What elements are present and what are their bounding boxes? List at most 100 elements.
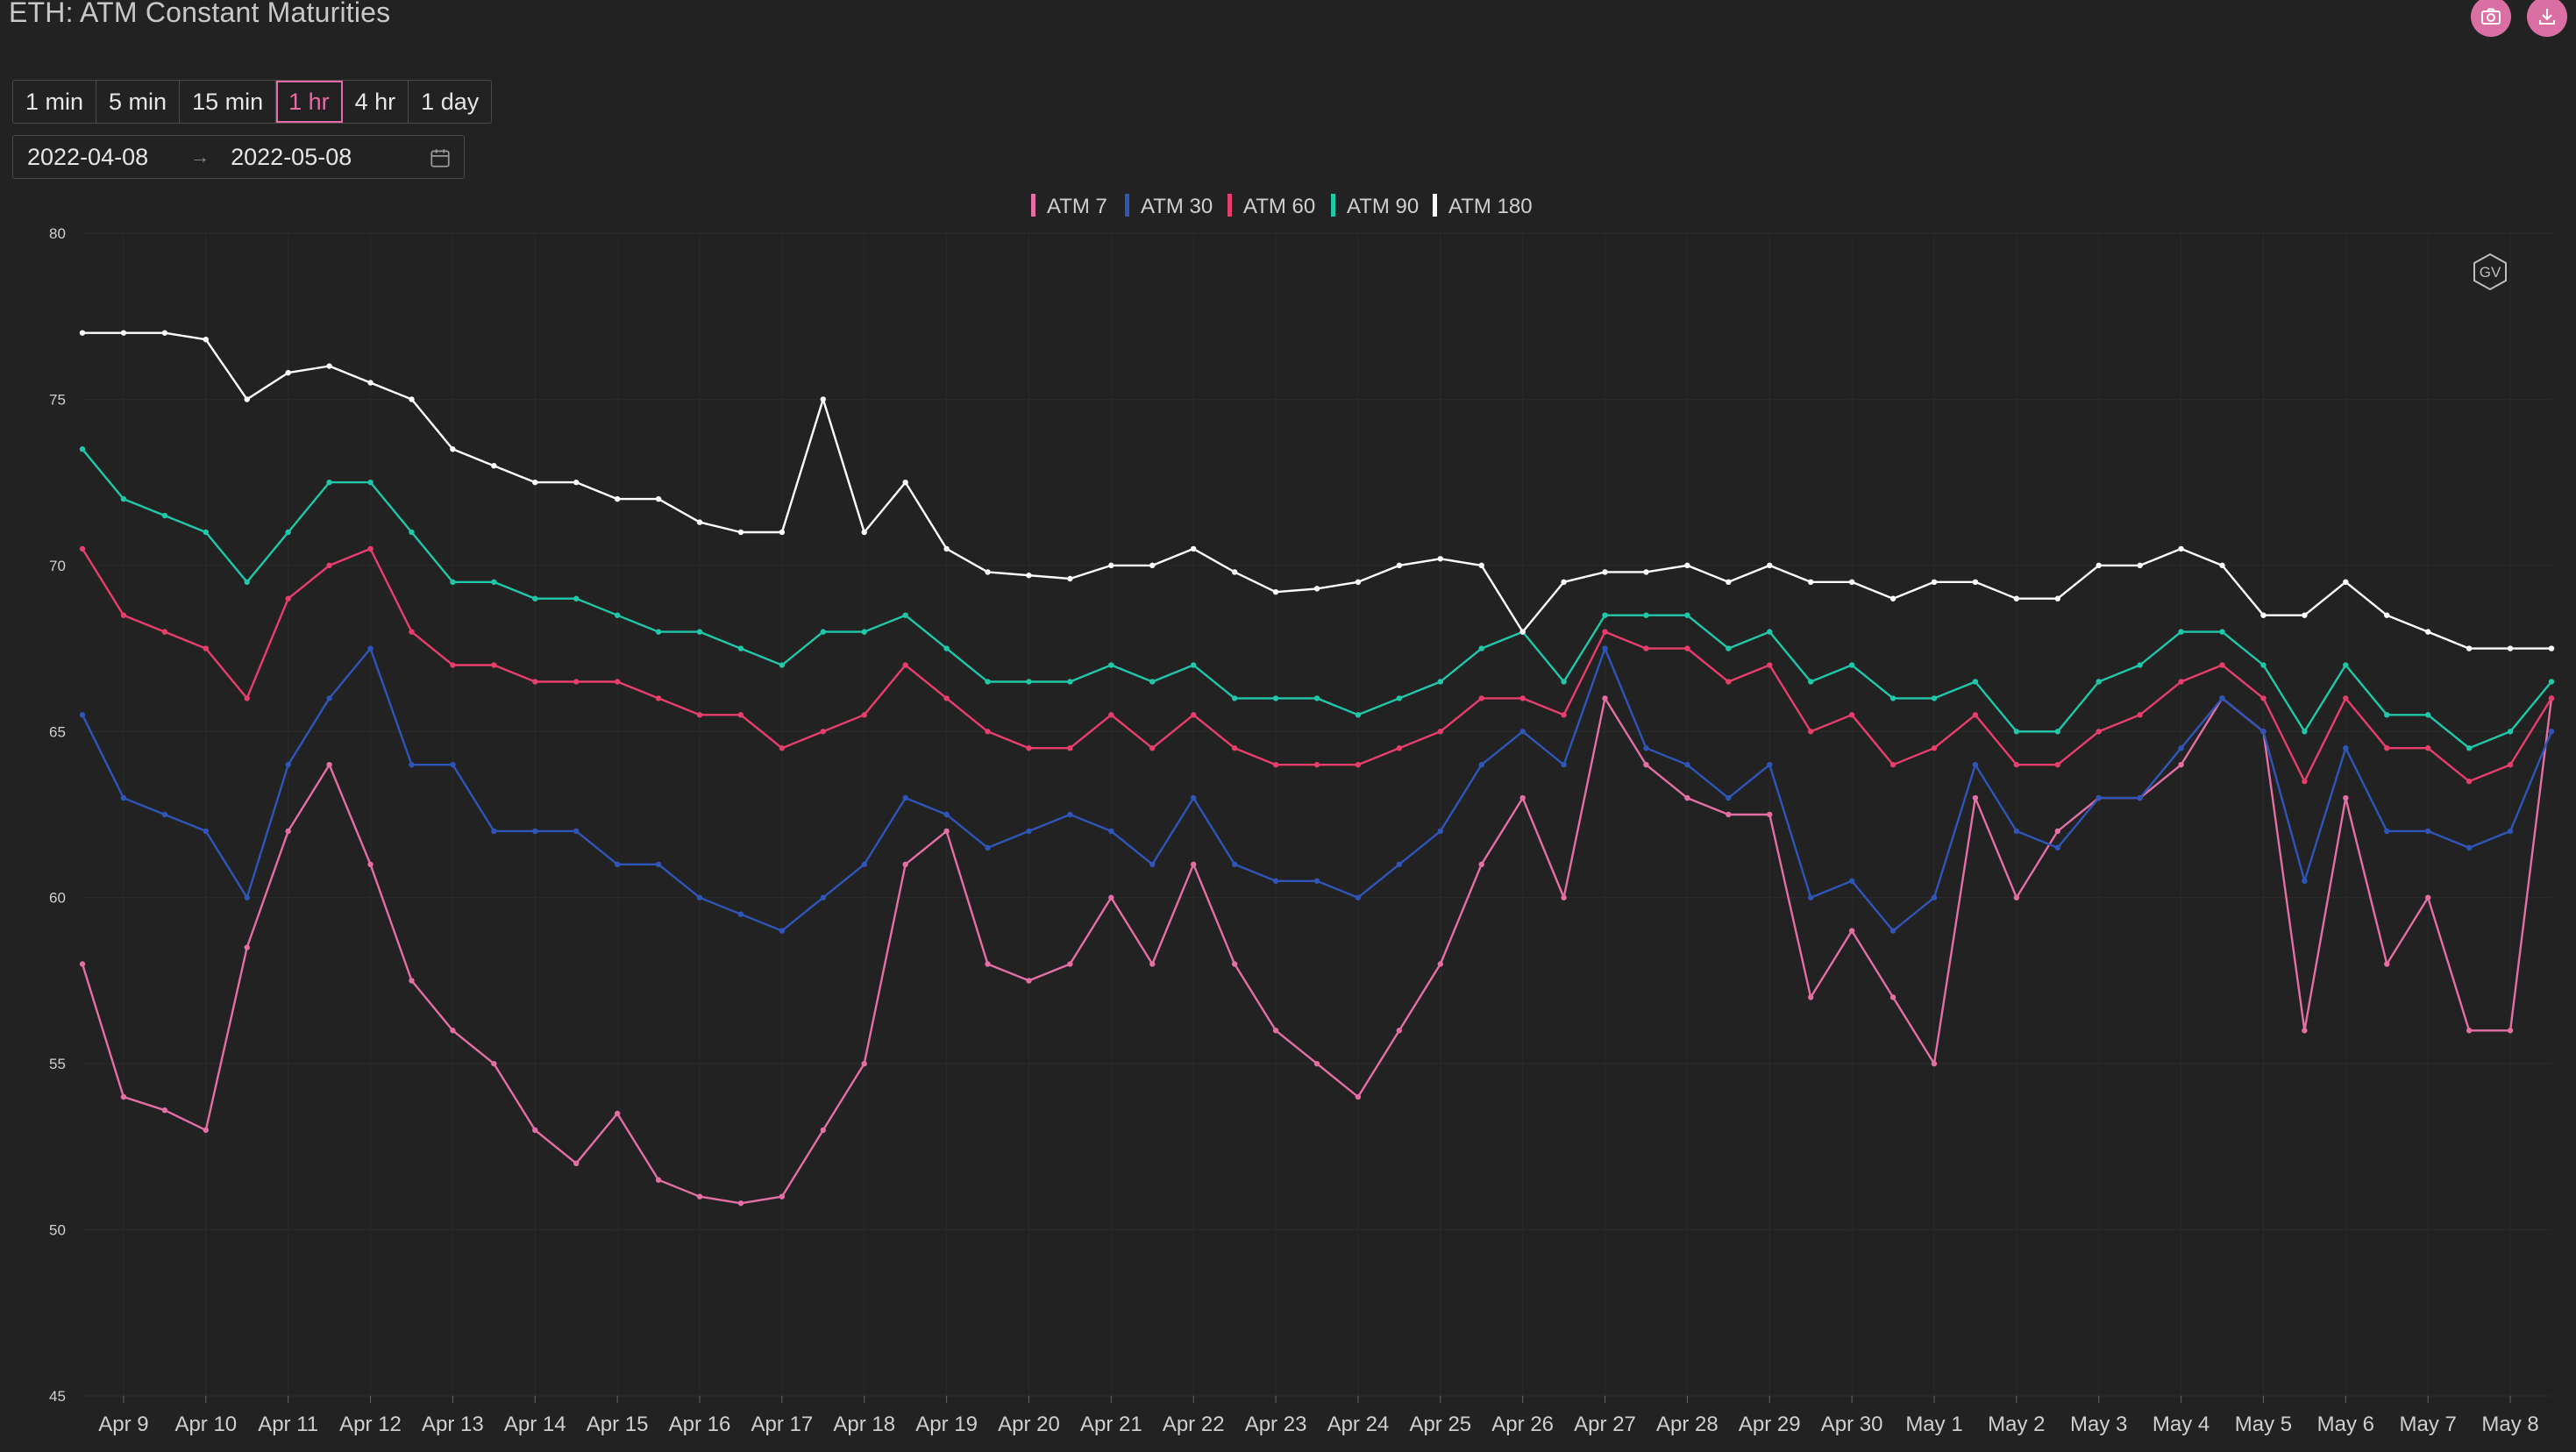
data-point[interactable] (450, 1028, 456, 1034)
data-point[interactable] (2219, 562, 2225, 569)
data-point[interactable] (2466, 778, 2473, 785)
data-point[interactable] (1808, 894, 1814, 900)
data-point[interactable] (2302, 878, 2308, 884)
data-point[interactable] (1726, 579, 1732, 585)
data-point[interactable] (2507, 1028, 2514, 1034)
data-point[interactable] (491, 463, 497, 469)
data-point[interactable] (2013, 729, 2020, 735)
end-date[interactable]: 2022-05-08 (231, 143, 352, 170)
data-point[interactable] (2260, 662, 2266, 668)
interval-option[interactable]: 1 day (421, 88, 480, 115)
data-point[interactable] (2507, 729, 2514, 735)
data-point[interactable] (2054, 844, 2060, 851)
data-point[interactable] (2096, 729, 2102, 735)
data-point[interactable] (1931, 1060, 1938, 1067)
data-point[interactable] (2384, 961, 2390, 967)
data-point[interactable] (1149, 562, 1156, 569)
interval-option[interactable]: 1 hr (276, 81, 343, 123)
data-point[interactable] (2466, 645, 2473, 651)
data-point[interactable] (1519, 729, 1526, 735)
screenshot-button[interactable] (2471, 0, 2511, 37)
data-point[interactable] (2466, 745, 2473, 751)
data-point[interactable] (1149, 961, 1156, 967)
data-point[interactable] (367, 479, 374, 486)
interval-option[interactable]: 1 min (13, 81, 97, 123)
data-point[interactable] (1437, 729, 1444, 735)
data-point[interactable] (1355, 579, 1362, 585)
data-point[interactable] (2466, 844, 2473, 851)
data-point[interactable] (491, 1060, 497, 1067)
data-point[interactable] (1396, 562, 1403, 569)
data-point[interactable] (1602, 695, 1608, 701)
data-point[interactable] (2178, 629, 2184, 635)
data-point[interactable] (1561, 712, 1567, 718)
data-point[interactable] (1108, 662, 1114, 668)
data-point[interactable] (532, 1127, 538, 1134)
data-point[interactable] (861, 1060, 867, 1067)
data-point[interactable] (244, 396, 250, 402)
data-point[interactable] (491, 662, 497, 668)
data-point[interactable] (655, 1177, 662, 1183)
data-point[interactable] (244, 579, 250, 585)
data-point[interactable] (1026, 745, 1032, 751)
data-point[interactable] (1643, 645, 1649, 651)
data-point[interactable] (902, 794, 908, 801)
data-point[interactable] (1684, 761, 1690, 768)
data-point[interactable] (1026, 828, 1032, 835)
data-point[interactable] (1561, 679, 1567, 685)
data-point[interactable] (1437, 828, 1444, 835)
data-point[interactable] (573, 828, 580, 835)
data-point[interactable] (367, 545, 374, 552)
data-point[interactable] (1889, 595, 1896, 601)
data-point[interactable] (2219, 662, 2225, 668)
interval-option[interactable]: 5 min (96, 81, 181, 123)
data-point[interactable] (2425, 894, 2431, 900)
data-point[interactable] (1149, 745, 1156, 751)
data-point[interactable] (2507, 761, 2514, 768)
data-point[interactable] (161, 330, 168, 336)
data-point[interactable] (1561, 579, 1567, 585)
data-point[interactable] (696, 894, 703, 900)
data-point[interactable] (1972, 761, 1979, 768)
data-point[interactable] (1355, 1093, 1362, 1100)
data-point[interactable] (1478, 562, 1484, 569)
legend-label[interactable]: ATM 7 (1047, 195, 1107, 218)
data-point[interactable] (409, 629, 415, 635)
data-point[interactable] (120, 1093, 127, 1100)
data-point[interactable] (2137, 712, 2143, 718)
data-point[interactable] (2260, 695, 2266, 701)
data-point[interactable] (2302, 1028, 2308, 1034)
data-point[interactable] (737, 529, 744, 536)
data-point[interactable] (820, 729, 826, 735)
data-point[interactable] (1643, 569, 1649, 575)
data-point[interactable] (1478, 645, 1484, 651)
data-point[interactable] (2178, 761, 2184, 768)
data-point[interactable] (1026, 978, 1032, 984)
data-point[interactable] (1643, 745, 1649, 751)
data-point[interactable] (1808, 579, 1814, 585)
data-point[interactable] (943, 695, 950, 701)
data-point[interactable] (1726, 679, 1732, 685)
start-date[interactable]: 2022-04-08 (27, 143, 149, 170)
data-point[interactable] (120, 330, 127, 336)
data-point[interactable] (943, 645, 950, 651)
data-point[interactable] (367, 645, 374, 651)
data-point[interactable] (655, 695, 662, 701)
data-point[interactable] (326, 479, 332, 486)
data-point[interactable] (2425, 745, 2431, 751)
data-point[interactable] (861, 629, 867, 635)
data-point[interactable] (1067, 811, 1073, 818)
data-point[interactable] (1889, 761, 1896, 768)
data-point[interactable] (1437, 556, 1444, 562)
data-point[interactable] (2466, 1028, 2473, 1034)
data-point[interactable] (2343, 794, 2349, 801)
data-point[interactable] (1272, 761, 1279, 768)
data-point[interactable] (1848, 662, 1855, 668)
data-point[interactable] (1684, 794, 1690, 801)
data-point[interactable] (985, 569, 991, 575)
data-point[interactable] (2425, 712, 2431, 718)
data-point[interactable] (120, 794, 127, 801)
data-point[interactable] (1889, 928, 1896, 934)
data-point[interactable] (1684, 562, 1690, 569)
data-point[interactable] (1313, 878, 1320, 884)
